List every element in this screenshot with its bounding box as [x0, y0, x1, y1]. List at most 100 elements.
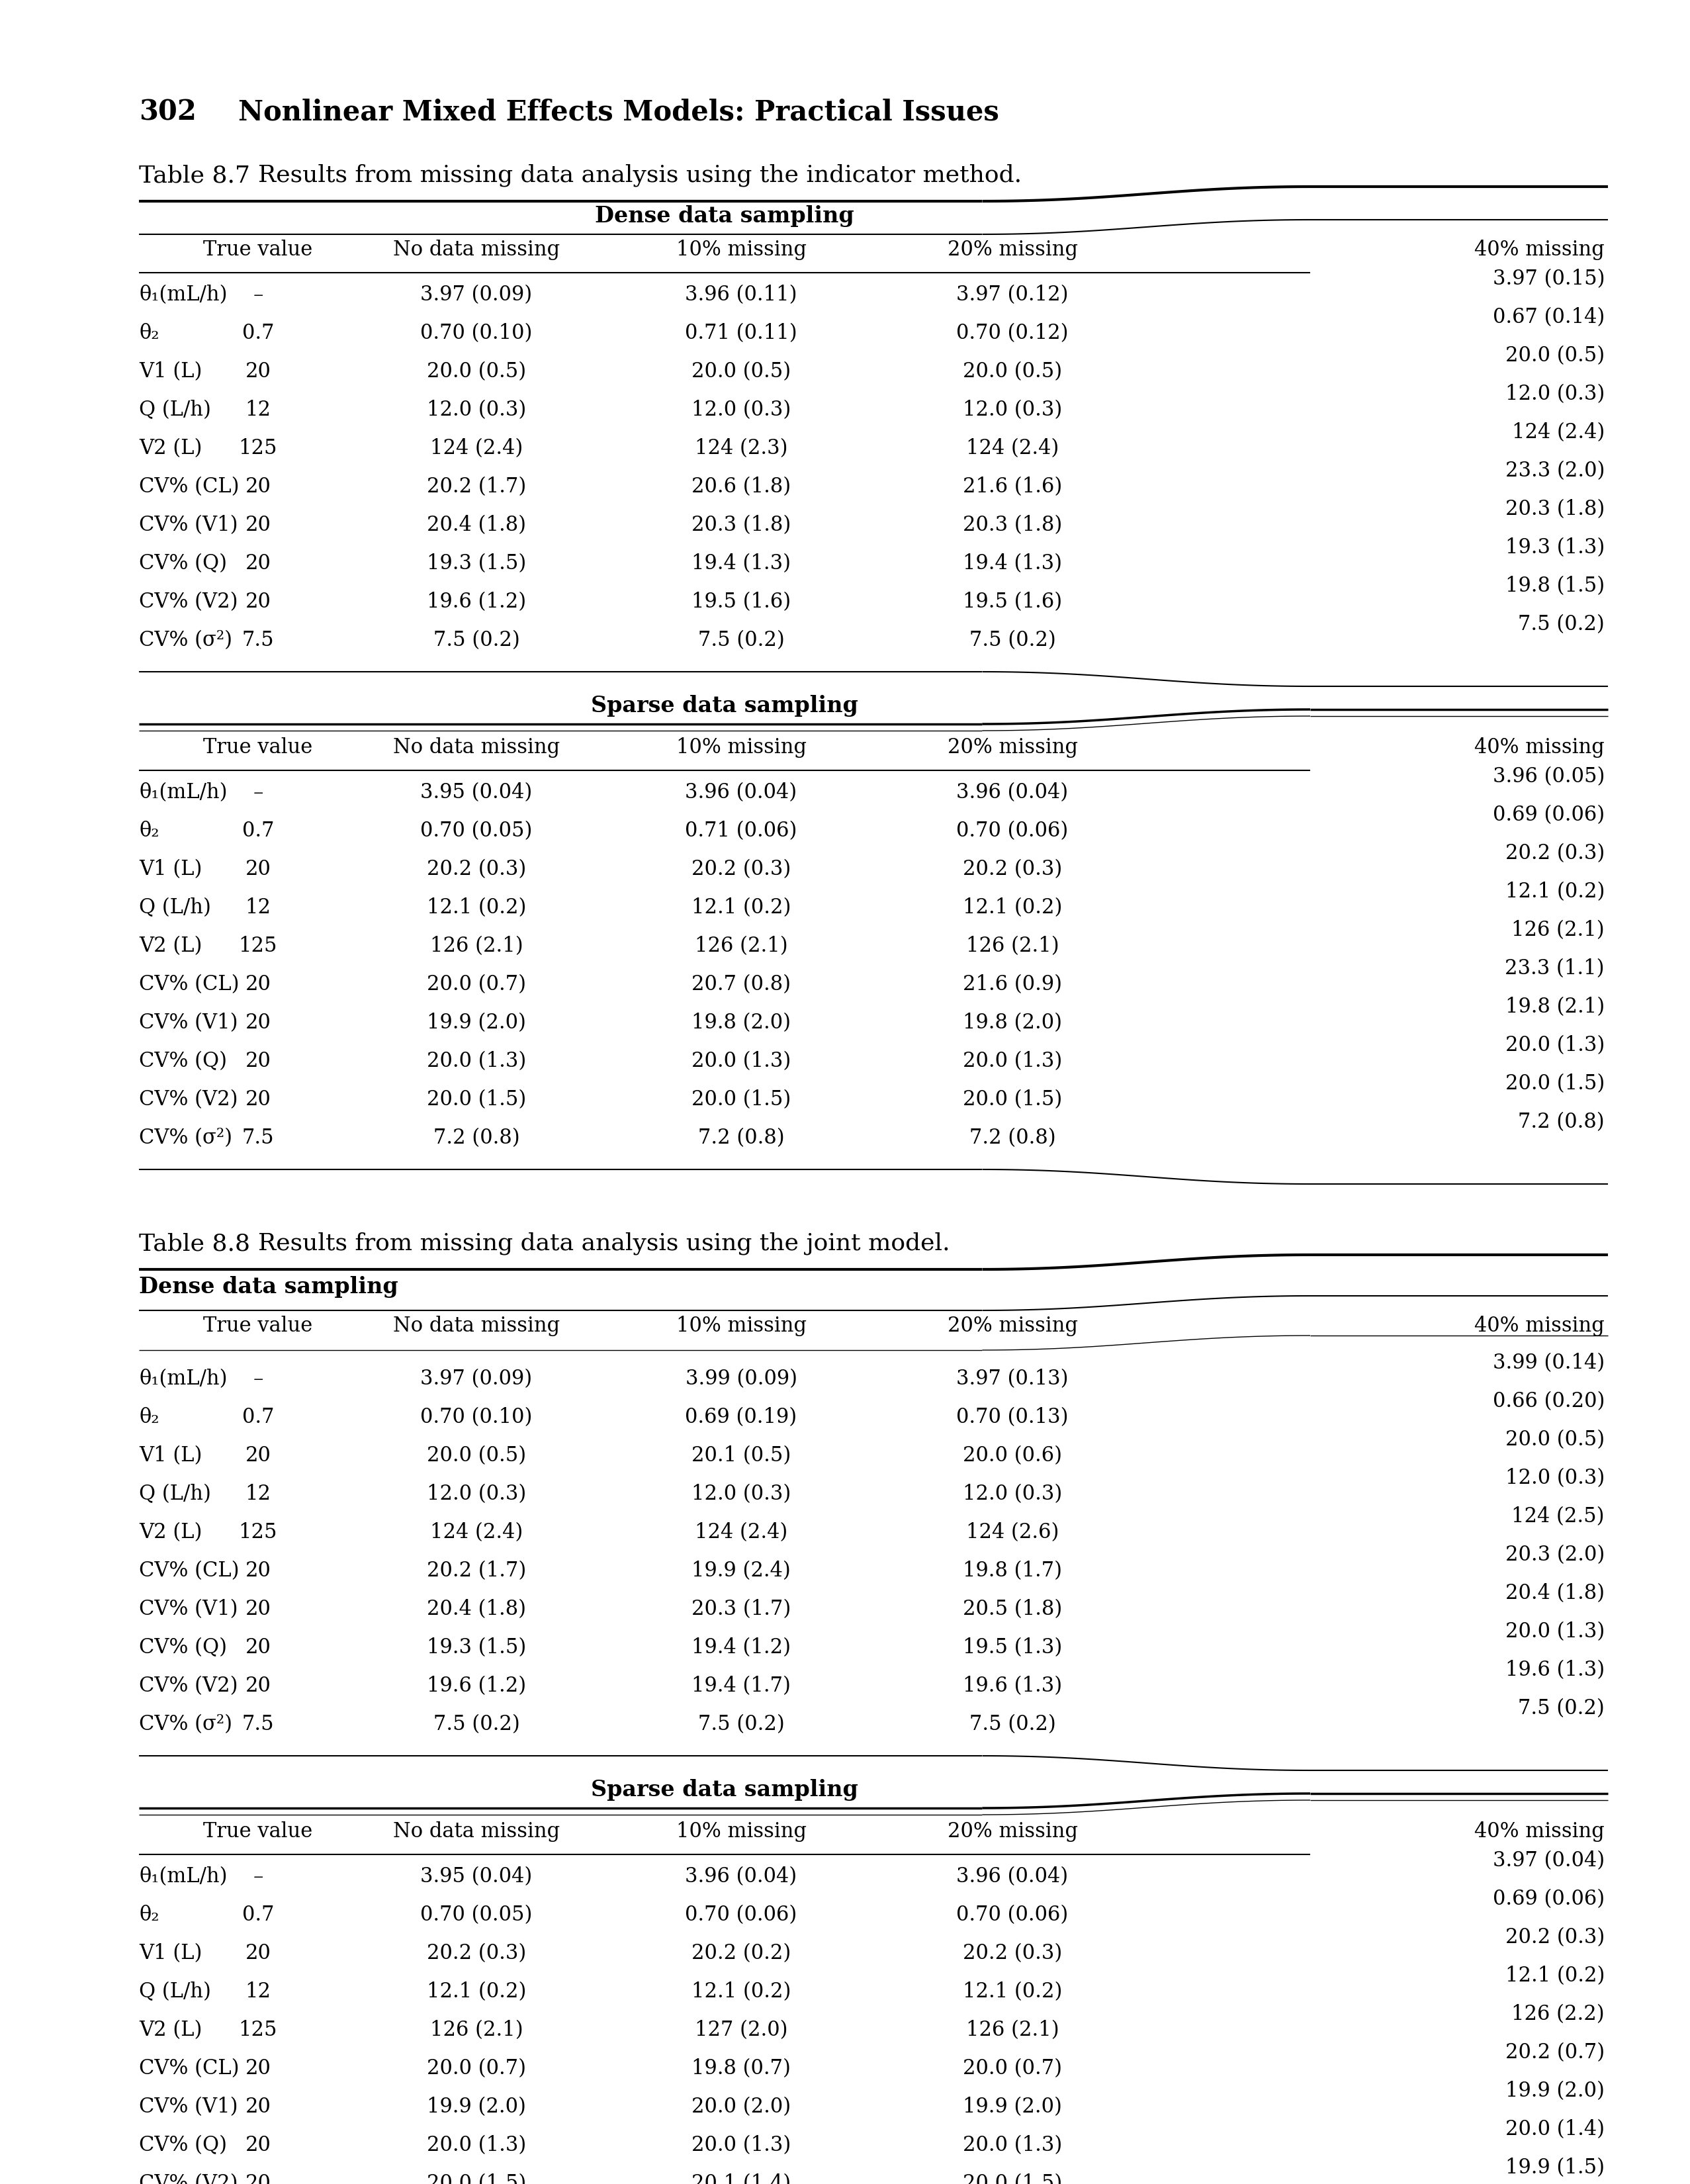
Text: 20.0 (2.0): 20.0 (2.0) [691, 2097, 791, 2116]
Text: CV% (Q): CV% (Q) [139, 553, 226, 574]
Text: 20.7 (0.8): 20.7 (0.8) [691, 974, 791, 994]
Text: 7.5 (0.2): 7.5 (0.2) [698, 629, 784, 651]
Text: 125: 125 [238, 439, 277, 459]
Text: 124 (2.5): 124 (2.5) [1511, 1507, 1604, 1527]
Text: 20.2 (1.7): 20.2 (1.7) [426, 476, 526, 498]
Text: Dense data sampling: Dense data sampling [595, 205, 853, 227]
Text: 20: 20 [245, 2097, 270, 2116]
Text: 20.5 (1.8): 20.5 (1.8) [963, 1599, 1061, 1621]
Text: 0.71 (0.11): 0.71 (0.11) [684, 323, 798, 343]
Text: Results from missing data analysis using the joint model.: Results from missing data analysis using… [259, 1232, 950, 1256]
Text: 20.0 (0.5): 20.0 (0.5) [691, 360, 791, 382]
Text: 20.2 (0.3): 20.2 (0.3) [963, 858, 1061, 880]
Text: 3.96 (0.05): 3.96 (0.05) [1492, 767, 1604, 786]
Text: Q (L/h): Q (L/h) [139, 1981, 211, 2003]
Text: 20% missing: 20% missing [946, 1821, 1078, 1841]
Text: 19.6 (1.2): 19.6 (1.2) [428, 1675, 526, 1697]
Text: 0.70 (0.10): 0.70 (0.10) [421, 323, 532, 343]
Text: θ₂: θ₂ [139, 821, 159, 841]
Text: 3.97 (0.12): 3.97 (0.12) [957, 284, 1068, 306]
Text: CV% (V1): CV% (V1) [139, 1599, 238, 1621]
Text: 126 (2.1): 126 (2.1) [967, 935, 1060, 957]
Text: CV% (CL): CV% (CL) [139, 974, 240, 994]
Text: 7.5 (0.2): 7.5 (0.2) [968, 629, 1056, 651]
Text: 20% missing: 20% missing [946, 240, 1078, 260]
Text: 12: 12 [245, 898, 270, 917]
Text: 20.2 (0.3): 20.2 (0.3) [426, 1944, 526, 1963]
Text: CV% (V1): CV% (V1) [139, 515, 238, 535]
Text: 20.0 (1.3): 20.0 (1.3) [426, 1051, 526, 1072]
Text: 20: 20 [245, 476, 270, 498]
Text: 20.3 (1.8): 20.3 (1.8) [963, 515, 1061, 535]
Text: 19.5 (1.6): 19.5 (1.6) [691, 592, 791, 612]
Text: 0.69 (0.19): 0.69 (0.19) [684, 1406, 798, 1428]
Text: 20.4 (1.8): 20.4 (1.8) [1506, 1583, 1604, 1603]
Text: θ₂: θ₂ [139, 1904, 159, 1926]
Text: CV% (Q): CV% (Q) [139, 1638, 226, 1658]
Text: 126 (2.1): 126 (2.1) [695, 935, 788, 957]
Text: 20.0 (0.6): 20.0 (0.6) [963, 1446, 1061, 1465]
Text: 124 (2.4): 124 (2.4) [429, 1522, 522, 1542]
Text: 7.5 (0.2): 7.5 (0.2) [1518, 1699, 1604, 1719]
Text: 0.7: 0.7 [242, 323, 274, 343]
Text: 0.7: 0.7 [242, 1406, 274, 1428]
Text: 3.96 (0.04): 3.96 (0.04) [957, 1867, 1068, 1887]
Text: 20: 20 [245, 1675, 270, 1697]
Text: Nonlinear Mixed Effects Models: Practical Issues: Nonlinear Mixed Effects Models: Practica… [238, 98, 999, 127]
Text: θ₁(mL/h): θ₁(mL/h) [139, 1369, 226, 1389]
Text: 20: 20 [245, 1599, 270, 1621]
Text: 19.4 (1.2): 19.4 (1.2) [691, 1638, 791, 1658]
Text: 20.0 (1.5): 20.0 (1.5) [1506, 1075, 1604, 1094]
Text: 21.6 (0.9): 21.6 (0.9) [963, 974, 1061, 994]
Text: 19.9 (2.0): 19.9 (2.0) [1506, 2081, 1604, 2101]
Text: 126 (2.1): 126 (2.1) [967, 2020, 1060, 2040]
Text: 19.9 (2.0): 19.9 (2.0) [963, 2097, 1061, 2116]
Text: 20.0 (1.3): 20.0 (1.3) [1506, 1035, 1604, 1055]
Text: 3.95 (0.04): 3.95 (0.04) [421, 1867, 532, 1887]
Text: 23.3 (1.1): 23.3 (1.1) [1506, 959, 1604, 978]
Text: 19.9 (2.0): 19.9 (2.0) [428, 1013, 526, 1033]
Text: 0.70 (0.06): 0.70 (0.06) [957, 1904, 1068, 1926]
Text: 127 (2.0): 127 (2.0) [695, 2020, 788, 2040]
Text: CV% (Q): CV% (Q) [139, 2136, 226, 2156]
Text: 125: 125 [238, 935, 277, 957]
Text: 20: 20 [245, 360, 270, 382]
Text: 21.6 (1.6): 21.6 (1.6) [963, 476, 1061, 498]
Text: 126 (2.1): 126 (2.1) [429, 2020, 522, 2040]
Text: 3.97 (0.04): 3.97 (0.04) [1492, 1850, 1604, 1872]
Text: 19.9 (2.0): 19.9 (2.0) [428, 2097, 526, 2116]
Text: 20% missing: 20% missing [946, 738, 1078, 758]
Text: 10% missing: 10% missing [676, 240, 806, 260]
Text: 124 (2.4): 124 (2.4) [429, 439, 522, 459]
Text: 302: 302 [139, 98, 196, 127]
Text: 0.69 (0.06): 0.69 (0.06) [1492, 1889, 1604, 1909]
Text: Sparse data sampling: Sparse data sampling [591, 695, 859, 716]
Text: Q (L/h): Q (L/h) [139, 1483, 211, 1505]
Text: 124 (2.4): 124 (2.4) [1513, 422, 1604, 443]
Text: θ₁(mL/h): θ₁(mL/h) [139, 782, 226, 804]
Text: CV% (V2): CV% (V2) [139, 592, 238, 612]
Text: 20.0 (0.7): 20.0 (0.7) [428, 2057, 526, 2079]
Text: 19.4 (1.7): 19.4 (1.7) [691, 1675, 791, 1697]
Text: 20.0 (0.5): 20.0 (0.5) [1506, 1431, 1604, 1450]
Text: 3.96 (0.04): 3.96 (0.04) [957, 782, 1068, 804]
Text: 20.3 (1.7): 20.3 (1.7) [691, 1599, 791, 1621]
Text: 40% missing: 40% missing [1474, 240, 1604, 260]
Text: 20.0 (0.5): 20.0 (0.5) [428, 1446, 526, 1465]
Text: 12.0 (0.3): 12.0 (0.3) [1506, 1468, 1604, 1489]
Text: 20.0 (1.3): 20.0 (1.3) [691, 1051, 791, 1072]
Text: θ₁(mL/h): θ₁(mL/h) [139, 284, 226, 306]
Text: 20.3 (1.8): 20.3 (1.8) [1506, 498, 1604, 520]
Text: 20: 20 [245, 1090, 270, 1109]
Text: 20.2 (1.7): 20.2 (1.7) [426, 1562, 526, 1581]
Text: 3.96 (0.04): 3.96 (0.04) [684, 1867, 798, 1887]
Text: 20.0 (1.5): 20.0 (1.5) [963, 1090, 1061, 1109]
Text: 40% missing: 40% missing [1474, 1315, 1604, 1337]
Text: 3.96 (0.11): 3.96 (0.11) [684, 284, 798, 306]
Text: 0.69 (0.06): 0.69 (0.06) [1492, 804, 1604, 826]
Text: 3.95 (0.04): 3.95 (0.04) [421, 782, 532, 804]
Text: No data missing: No data missing [394, 240, 559, 260]
Text: 20.4 (1.8): 20.4 (1.8) [428, 1599, 526, 1621]
Text: 7.2 (0.8): 7.2 (0.8) [433, 1127, 519, 1149]
Text: Q (L/h): Q (L/h) [139, 898, 211, 917]
